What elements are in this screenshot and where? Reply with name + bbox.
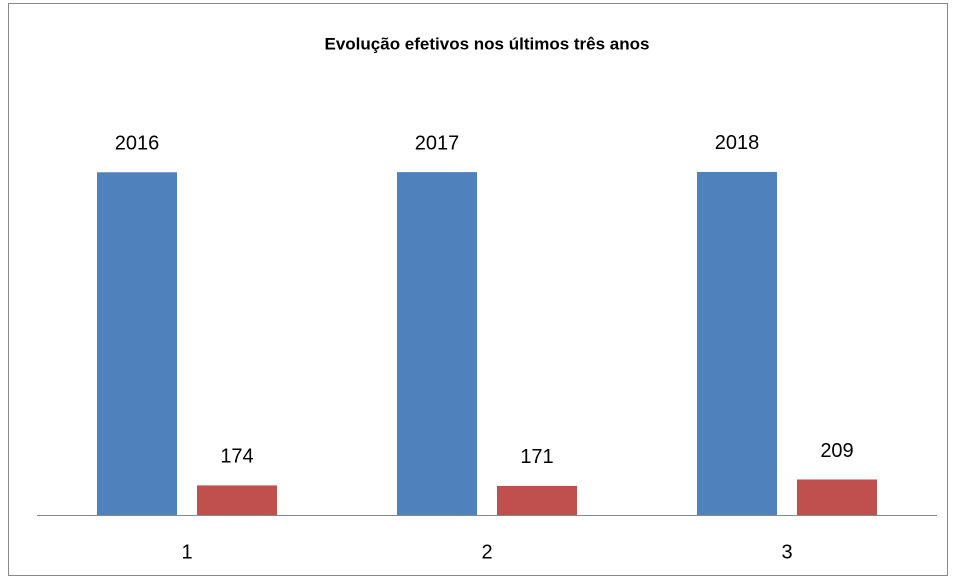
- bar: [797, 479, 877, 515]
- bar: [697, 171, 777, 515]
- data-label: 209: [820, 440, 853, 462]
- data-label: 2017: [415, 132, 460, 154]
- x-tick-label: 3: [781, 541, 792, 563]
- data-label: 171: [520, 446, 553, 468]
- x-tick-label: 1: [181, 541, 192, 563]
- bar: [97, 172, 177, 515]
- bar: [197, 485, 277, 515]
- bar: [397, 172, 477, 516]
- data-label: 174: [220, 446, 253, 468]
- data-label: 2018: [715, 132, 760, 154]
- bar: [497, 485, 577, 515]
- x-tick-label: 2: [481, 541, 492, 563]
- data-label: 2016: [115, 133, 160, 155]
- chart-title: Evolução efetivos nos últimos três anos: [325, 34, 650, 53]
